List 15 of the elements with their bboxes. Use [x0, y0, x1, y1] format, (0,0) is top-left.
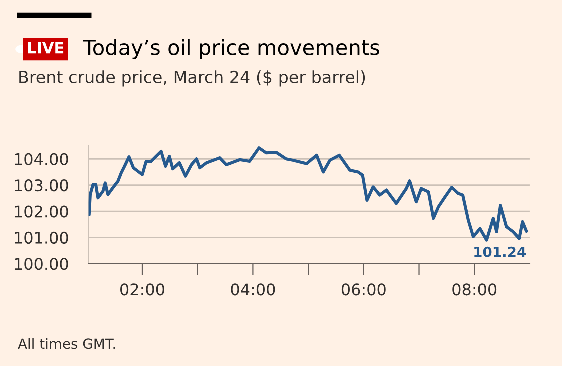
- x-tick-label: 06:00: [342, 284, 386, 296]
- y-tick-label: 101.00: [15, 232, 68, 244]
- text: LIVE: [28, 42, 64, 54]
- chart-title: Today’s oil price movements: [83, 39, 380, 60]
- chart-subtitle: Brent crude price, March 24 ($ per barrel): [20, 70, 366, 87]
- y-tick-label: 104.00: [15, 153, 68, 166]
- text: All times GMT.: [18, 338, 116, 350]
- annotation: 101.24: [474, 246, 526, 258]
- y-tick-label: 102.00: [15, 206, 68, 218]
- y-tick-label: 100.00: [15, 258, 68, 270]
- x-tick-label: 02:00: [120, 284, 164, 296]
- y-tick-label: 103.00: [15, 180, 68, 192]
- x-tick-label: 08:00: [452, 284, 497, 296]
- line-series: [88, 146, 528, 242]
- x-tick-label: 04:00: [231, 284, 276, 296]
